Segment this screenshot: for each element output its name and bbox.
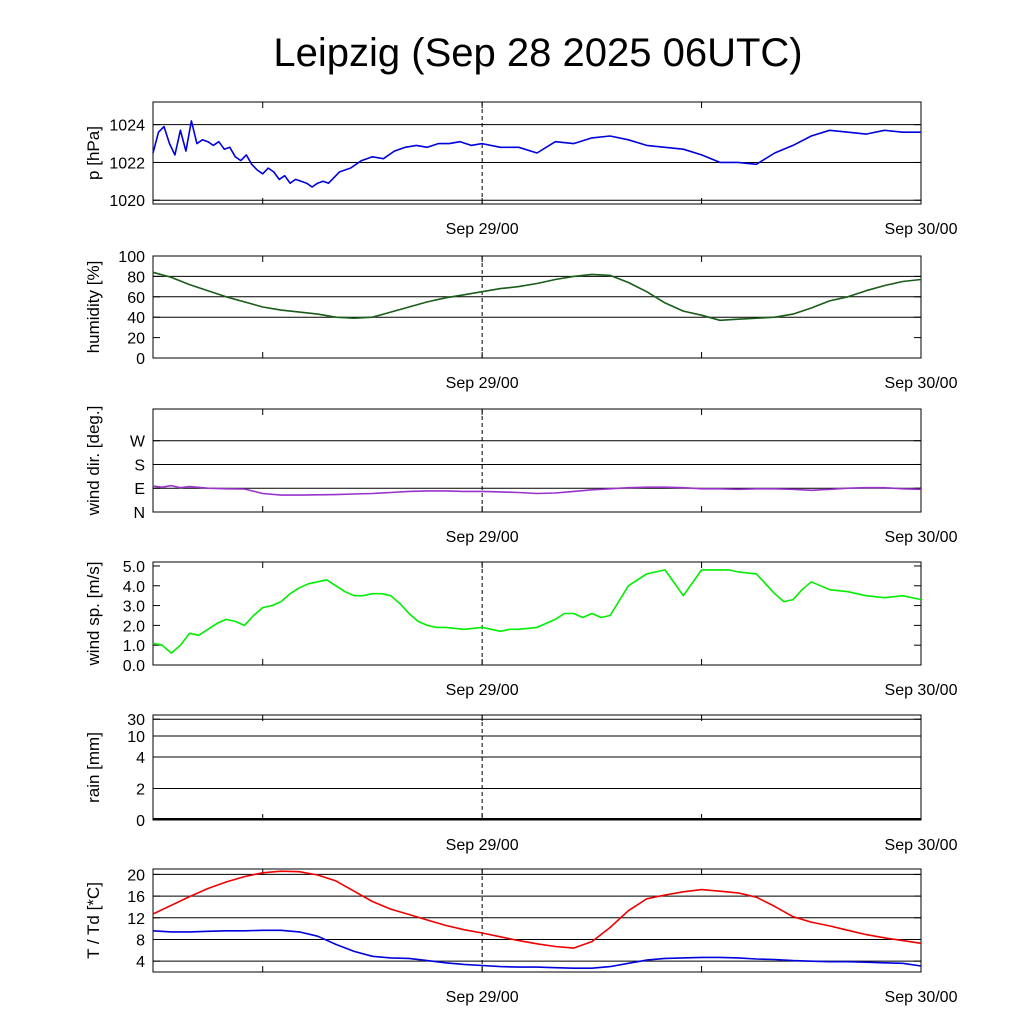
wind-speed-xtick-label: Sep 29/00 [446, 682, 519, 699]
wind-direction-ytick-label: E [134, 481, 145, 498]
rain-xtick-label: Sep 30/00 [885, 837, 958, 854]
humidity-series-line-0 [152, 271, 922, 322]
pressure-panel: 1020 1022 1024 p [hPa] Sep 29/00 Sep 30/00 [84, 101, 958, 238]
wind-speed-series-line-0 [152, 569, 922, 654]
wind-speed-frame [152, 561, 922, 666]
temperature-series-line-0 [152, 870, 922, 949]
wind-direction-ytick-label: W [130, 434, 146, 451]
wind-speed-ytick-label: 2.0 [123, 618, 145, 635]
wind-speed-panel: 0.0 1.0 2.0 3.0 4.0 5.0 wind sp. [m/s] Sep 29/0… [84, 559, 958, 699]
rain-frame [152, 714, 922, 821]
wind-speed-xtick-label: Sep 30/00 [885, 682, 958, 699]
rain-xtick-label: Sep 29/00 [446, 837, 519, 854]
humidity-ytick-label: 40 [127, 310, 145, 327]
wind-direction-series-line-0 [152, 484, 922, 496]
rain-ylabel: rain [mm] [84, 732, 103, 803]
humidity-panel: 0 20 40 60 80 100 humidity [%] Sep 29/00 Sep 30/… [84, 249, 958, 392]
wind-direction-ylabel: wind dir. [deg.] [84, 406, 103, 517]
wind-direction-frame [152, 408, 922, 513]
temperature-ytick-label: 8 [136, 932, 145, 949]
pressure-series-line-0 [152, 120, 921, 188]
rain-ytick-label: 30 [127, 712, 145, 729]
wind-speed-ytick-label: 0.0 [123, 658, 145, 675]
temperature-series-line-1 [152, 929, 922, 970]
wind-speed-ylabel: wind sp. [m/s] [84, 562, 103, 667]
rain-ytick-label: 4 [136, 750, 145, 767]
temperature-panel: 4 8 12 16 20 T / Td [*C] Sep 29/00 Sep 30/00 [84, 867, 958, 1006]
wind-direction-xtick-label: Sep 29/00 [446, 529, 519, 546]
wind-speed-ytick-label: 5.0 [123, 559, 145, 576]
chart-title: Leipzig (Sep 28 2025 06UTC) [273, 31, 802, 75]
temperature-ytick-label: 12 [127, 911, 145, 928]
temperature-xtick-label: Sep 30/00 [885, 989, 958, 1006]
wind-speed-ytick-label: 4.0 [123, 579, 145, 596]
humidity-frame [152, 255, 922, 359]
pressure-xtick-label: Sep 30/00 [885, 221, 958, 238]
temperature-ytick-label: 16 [127, 889, 145, 906]
rain-ytick-label: 10 [127, 729, 145, 746]
pressure-ytick-label: 1024 [109, 118, 145, 135]
pressure-ytick-label: 1020 [109, 193, 145, 210]
pressure-ylabel: p [hPa] [84, 126, 103, 180]
humidity-ytick-label: 0 [136, 351, 145, 368]
humidity-ytick-label: 100 [118, 249, 145, 266]
humidity-xtick-label: Sep 30/00 [885, 375, 958, 392]
wind-direction-ytick-label: S [134, 457, 145, 474]
humidity-ylabel: humidity [%] [84, 261, 103, 354]
wind-speed-ytick-label: 1.0 [123, 638, 145, 655]
pressure-ytick-label: 1022 [109, 155, 145, 172]
humidity-xtick-label: Sep 29/00 [446, 375, 519, 392]
temperature-xtick-label: Sep 29/00 [446, 989, 519, 1006]
pressure-xtick-label: Sep 29/00 [446, 221, 519, 238]
temperature-frame [152, 868, 922, 973]
wind-direction-xtick-label: Sep 30/00 [885, 529, 958, 546]
rain-ytick-label: 2 [136, 782, 145, 799]
wind-speed-ytick-label: 3.0 [123, 599, 145, 616]
temperature-ylabel: T / Td [*C] [84, 882, 103, 959]
humidity-ytick-label: 60 [127, 290, 145, 307]
temperature-ytick-label: 4 [136, 954, 145, 971]
humidity-ytick-label: 20 [127, 331, 145, 348]
wind-direction-ytick-label: N [133, 505, 145, 522]
humidity-ytick-label: 80 [127, 269, 145, 286]
temperature-ytick-label: 20 [127, 867, 145, 884]
rain-ytick-label: 0 [136, 813, 145, 830]
